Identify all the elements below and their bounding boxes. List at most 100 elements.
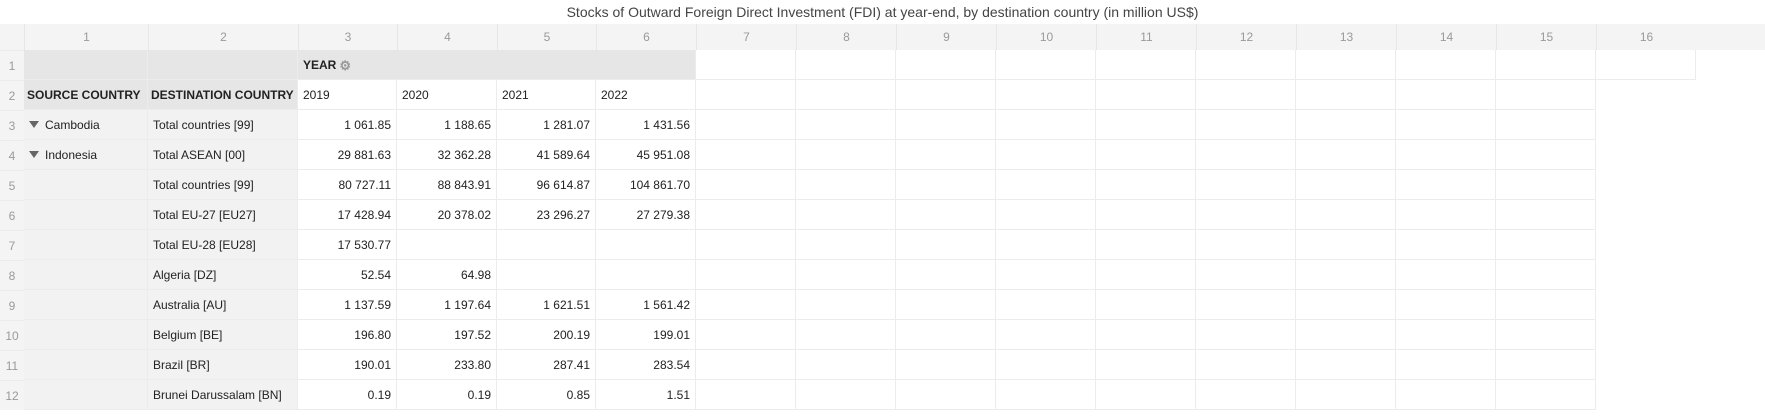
row-number[interactable]: 10 (0, 320, 24, 350)
column-number[interactable]: 3 (298, 24, 397, 50)
column-number[interactable]: 4 (397, 24, 497, 50)
column-number[interactable]: 2 (148, 24, 298, 50)
value-cell[interactable]: 0.19 (397, 380, 497, 410)
value-cell[interactable]: 1 137.59 (298, 290, 397, 320)
empty-cell (896, 110, 996, 140)
destination-country-cell[interactable]: Total EU-28 [EU28] (148, 230, 298, 260)
collapse-triangle-icon[interactable] (29, 121, 39, 128)
destination-country-header[interactable]: DESTINATION COUNTRY⚙ (148, 80, 298, 110)
destination-country-cell[interactable]: Brazil [BR] (148, 350, 298, 380)
value-cell[interactable]: 88 843.91 (397, 170, 497, 200)
value-cell[interactable]: 27 279.38 (596, 200, 696, 230)
value-cell[interactable]: 233.80 (397, 350, 497, 380)
value-cell[interactable]: 199.01 (596, 320, 696, 350)
destination-country-cell[interactable]: Belgium [BE] (148, 320, 298, 350)
value-cell[interactable]: 1 188.65 (397, 110, 497, 140)
empty-cell (1496, 80, 1596, 110)
destination-country-cell[interactable]: Total countries [99] (148, 170, 298, 200)
empty-cell (1396, 290, 1496, 320)
row-number[interactable]: 11 (0, 350, 24, 380)
row-number[interactable]: 4 (0, 140, 24, 170)
empty-cell (1396, 320, 1496, 350)
value-cell[interactable]: 1 281.07 (497, 110, 596, 140)
row-number[interactable]: 2 (0, 80, 24, 110)
destination-country-cell[interactable]: Australia [AU] (148, 290, 298, 320)
value-cell[interactable]: 1 561.42 (596, 290, 696, 320)
value-cell[interactable]: 64.98 (397, 260, 497, 290)
value-cell[interactable]: 1 621.51 (497, 290, 596, 320)
destination-country-cell[interactable]: Total EU-27 [EU27] (148, 200, 298, 230)
value-cell[interactable]: 190.01 (298, 350, 397, 380)
column-number[interactable]: 10 (996, 24, 1096, 50)
value-cell[interactable] (497, 230, 596, 260)
value-cell[interactable]: 45 951.08 (596, 140, 696, 170)
destination-country-cell[interactable]: Brunei Darussalam [BN] (148, 380, 298, 410)
column-number[interactable]: 9 (896, 24, 996, 50)
value-cell[interactable]: 17 428.94 (298, 200, 397, 230)
value-cell[interactable]: 0.19 (298, 380, 397, 410)
column-number[interactable]: 13 (1296, 24, 1396, 50)
year-column-header[interactable]: 2020 (397, 80, 497, 110)
row-number[interactable]: 7 (0, 230, 24, 260)
year-column-header[interactable]: 2021 (497, 80, 596, 110)
gear-icon[interactable]: ⚙ (339, 58, 351, 73)
empty-cell (696, 380, 796, 410)
value-cell[interactable]: 80 727.11 (298, 170, 397, 200)
destination-country-cell[interactable]: Total ASEAN [00] (148, 140, 298, 170)
column-number[interactable]: 14 (1396, 24, 1496, 50)
value-cell[interactable]: 287.41 (497, 350, 596, 380)
destination-country-cell[interactable]: Total countries [99] (148, 110, 298, 140)
value-cell[interactable]: 32 362.28 (397, 140, 497, 170)
collapse-triangle-icon[interactable] (29, 151, 39, 158)
value-cell[interactable] (596, 260, 696, 290)
column-number[interactable]: 6 (596, 24, 696, 50)
source-country-label: Indonesia (45, 148, 98, 162)
column-number[interactable]: 11 (1096, 24, 1196, 50)
value-cell[interactable]: 29 881.63 (298, 140, 397, 170)
row-number[interactable]: 1 (0, 50, 24, 80)
value-cell[interactable]: 23 296.27 (497, 200, 596, 230)
value-cell[interactable]: 1 431.56 (596, 110, 696, 140)
value-cell[interactable]: 283.54 (596, 350, 696, 380)
value-cell[interactable]: 1.51 (596, 380, 696, 410)
column-number[interactable]: 16 (1596, 24, 1696, 50)
source-country-cell[interactable]: Cambodia (24, 110, 148, 140)
empty-cell (996, 230, 1096, 260)
empty-cell (896, 140, 996, 170)
value-cell[interactable]: 104 861.70 (596, 170, 696, 200)
column-number[interactable]: 15 (1496, 24, 1596, 50)
year-column-header[interactable]: 2022 (596, 80, 696, 110)
row-number[interactable]: 6 (0, 200, 24, 230)
year-column-header[interactable]: 2019 (298, 80, 397, 110)
source-country-cell[interactable]: Indonesia (24, 140, 148, 170)
destination-country-cell[interactable]: Algeria [DZ] (148, 260, 298, 290)
row-number[interactable]: 9 (0, 290, 24, 320)
value-cell[interactable]: 96 614.87 (497, 170, 596, 200)
value-cell[interactable]: 196.80 (298, 320, 397, 350)
value-cell[interactable]: 52.54 (298, 260, 397, 290)
source-country-header[interactable]: SOURCE COUNTRY⚙ (24, 80, 148, 110)
column-number[interactable]: 5 (497, 24, 596, 50)
value-cell[interactable]: 1 061.85 (298, 110, 397, 140)
column-number[interactable]: 12 (1196, 24, 1296, 50)
year-dimension-header[interactable]: YEAR ⚙ (298, 50, 696, 80)
column-number[interactable]: 8 (796, 24, 896, 50)
value-cell[interactable]: 17 530.77 (298, 230, 397, 260)
value-cell[interactable]: 0.85 (497, 380, 596, 410)
value-cell[interactable]: 41 589.64 (497, 140, 596, 170)
column-number[interactable]: 1 (24, 24, 148, 50)
value-cell[interactable] (497, 260, 596, 290)
row-number[interactable]: 5 (0, 170, 24, 200)
empty-cell (1296, 350, 1396, 380)
value-cell[interactable] (397, 230, 497, 260)
value-cell[interactable] (596, 230, 696, 260)
row-number[interactable]: 3 (0, 110, 24, 140)
row-number[interactable]: 12 (0, 380, 24, 410)
value-cell[interactable]: 197.52 (397, 320, 497, 350)
value-cell[interactable]: 200.19 (497, 320, 596, 350)
row-number[interactable]: 8 (0, 260, 24, 290)
table-row: Total EU-28 [EU28] 17 530.77 (24, 230, 1765, 260)
value-cell[interactable]: 1 197.64 (397, 290, 497, 320)
value-cell[interactable]: 20 378.02 (397, 200, 497, 230)
column-number[interactable]: 7 (696, 24, 796, 50)
